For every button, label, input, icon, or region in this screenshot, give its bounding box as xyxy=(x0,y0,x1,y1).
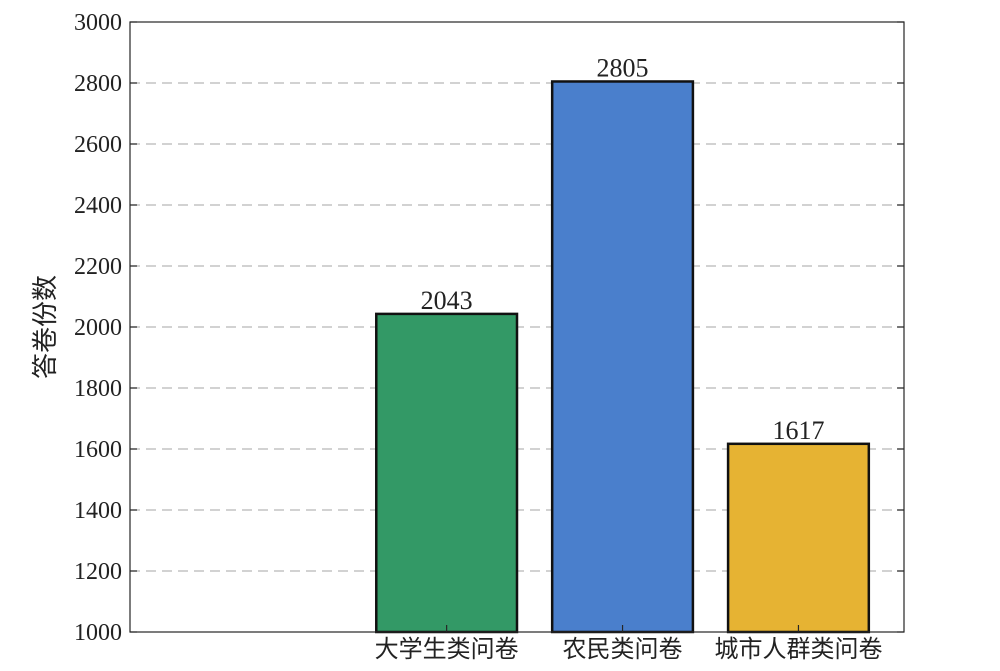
y-tick-label: 2000 xyxy=(74,315,122,341)
bars xyxy=(375,80,871,634)
y-tick-label: 2800 xyxy=(74,71,122,97)
bar-value-label: 2043 xyxy=(421,286,473,315)
x-tick-label: 农民类问卷 xyxy=(563,636,683,663)
y-axis: 1000 1200 1400 1600 1800 2000 2200 2400 2600 2800… xyxy=(74,10,904,646)
bar xyxy=(375,312,519,634)
x-axis: 大学生类问卷 农民类问卷 城市人群类问卷 xyxy=(375,636,883,663)
x-tick-label: 大学生类问卷 xyxy=(375,636,519,663)
y-tick-label: 2600 xyxy=(74,132,122,158)
y-tick-label: 1800 xyxy=(74,376,122,402)
y-tick-label: 2200 xyxy=(74,254,122,280)
x-tick-label: 城市人群类问卷 xyxy=(714,636,882,663)
data-labels: 2043 2805 1617 xyxy=(421,53,825,444)
y-tick-label: 1600 xyxy=(74,437,122,463)
y-tick-label: 1200 xyxy=(74,559,122,585)
y-tick-label: 3000 xyxy=(74,10,122,36)
bar-value-label: 1617 xyxy=(772,416,824,445)
y-tick-label: 1400 xyxy=(74,498,122,524)
y-tick-label: 1000 xyxy=(74,620,122,646)
y-axis-title: 答卷份数 xyxy=(31,275,60,379)
bar-value-label: 2805 xyxy=(597,53,649,82)
bar xyxy=(726,442,871,634)
y-tick-label: 2400 xyxy=(74,193,122,219)
bar xyxy=(550,80,695,634)
